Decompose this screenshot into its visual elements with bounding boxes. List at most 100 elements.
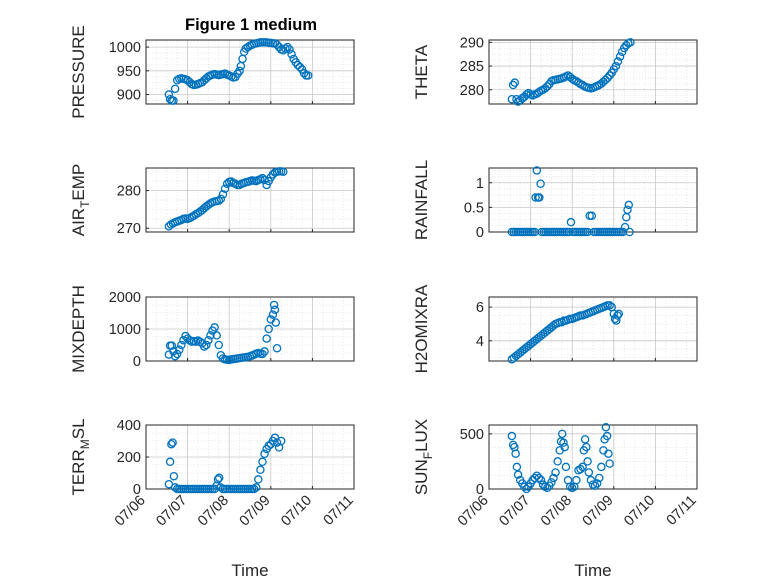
data-point — [623, 205, 632, 215]
data-point — [254, 475, 263, 484]
data-point — [508, 80, 518, 90]
y-tick-label: 280 — [117, 184, 141, 200]
y-tick-label: 900 — [117, 88, 141, 104]
subplot-4: 0 0.5 1 RAINFALL — [412, 160, 698, 241]
data-point — [603, 73, 612, 83]
data-point — [534, 87, 544, 97]
subplot-5: 0 1000 2000 MIXDEPTH — [69, 285, 355, 373]
data-point — [560, 442, 569, 452]
data-point — [269, 300, 279, 310]
data-point — [167, 439, 176, 449]
data-point — [602, 431, 612, 441]
y-tick-label: 0 — [476, 482, 484, 498]
y-tick-label: 0.5 — [464, 200, 484, 216]
data-point — [258, 349, 267, 359]
data-point — [227, 177, 236, 186]
data-point — [590, 481, 600, 490]
data-point — [251, 483, 261, 492]
data-point — [549, 473, 558, 483]
y-tick-label: 950 — [117, 64, 141, 80]
y-tick-label: 1000 — [109, 322, 141, 338]
axes-box — [145, 167, 355, 233]
data-point — [264, 324, 273, 334]
data-point — [170, 84, 180, 94]
data-point — [613, 57, 623, 66]
data-point — [572, 475, 581, 485]
data-point — [597, 462, 606, 472]
data-point — [169, 96, 178, 105]
data-point — [574, 78, 583, 87]
data-point — [268, 310, 278, 319]
data-point — [614, 309, 624, 319]
data-point — [260, 347, 269, 356]
data-point — [272, 438, 282, 447]
data-point — [287, 49, 296, 59]
data-point — [542, 483, 552, 493]
data-point — [613, 311, 622, 320]
subplot-6: 4 6 H2OMIXRA — [412, 284, 698, 373]
data-point — [522, 90, 531, 99]
data-point — [295, 62, 305, 72]
data-point — [177, 340, 186, 350]
data-point — [213, 475, 223, 484]
data-point — [214, 196, 224, 206]
y-tick-label: 1000 — [109, 40, 141, 56]
data-point — [167, 341, 177, 350]
y-axis-label: MIXDEPTH — [69, 285, 88, 373]
y-tick-label: 285 — [460, 59, 484, 75]
data-point — [567, 74, 577, 84]
data-point — [212, 331, 221, 340]
data-point — [624, 200, 634, 210]
axes-box — [145, 39, 355, 105]
data-point — [582, 442, 591, 452]
subplot-2: 280 285 290 THETA — [412, 35, 698, 106]
subplot-1: 900 950 1000 PRESSURE — [69, 25, 355, 119]
figure-title: Figure 1 medium — [185, 16, 317, 34]
y-axis-label: H2OMIXRA — [412, 284, 431, 373]
data-point — [587, 211, 597, 221]
axes-box — [488, 296, 698, 362]
y-axis-label: AIRTEMP — [69, 164, 92, 237]
y-axis-label: SUNFLUX — [412, 419, 435, 495]
y-tick-label: 270 — [117, 221, 141, 237]
x-axis-label: Time — [574, 561, 611, 580]
y-tick-label: 4 — [476, 334, 484, 350]
y-tick-label: 400 — [117, 418, 141, 434]
data-point — [276, 436, 286, 446]
data-point — [553, 457, 562, 466]
data-point — [191, 337, 201, 347]
data-point — [605, 301, 614, 310]
y-axis-label: TERRMSL — [69, 418, 92, 495]
data-point — [214, 340, 224, 350]
data-point — [220, 184, 230, 193]
data-point — [535, 193, 544, 202]
y-tick-label: 0 — [133, 354, 141, 370]
y-axis-label: THETA — [412, 44, 431, 99]
data-point — [169, 471, 179, 481]
data-point — [179, 335, 188, 345]
data-point — [626, 38, 635, 47]
data-point — [199, 342, 209, 351]
data-point — [235, 66, 244, 76]
data-point — [513, 470, 523, 479]
data-point — [165, 457, 175, 467]
x-axis-label: Time — [231, 561, 268, 580]
data-point — [536, 179, 545, 189]
data-point — [564, 227, 574, 237]
data-point — [260, 449, 269, 459]
data-point — [303, 71, 313, 80]
data-point — [594, 473, 604, 483]
data-point — [218, 190, 228, 199]
data-point — [580, 435, 590, 444]
data-point — [175, 345, 184, 355]
data-point — [510, 78, 520, 87]
y-axis-label: PRESSURE — [69, 25, 88, 119]
data-point — [584, 468, 594, 477]
axes-box — [488, 167, 698, 233]
y-tick-label: 6 — [476, 300, 484, 316]
data-point — [264, 441, 273, 451]
data-point — [561, 462, 571, 472]
data-point — [281, 44, 290, 53]
data-point — [536, 475, 546, 485]
data-point — [531, 193, 540, 202]
